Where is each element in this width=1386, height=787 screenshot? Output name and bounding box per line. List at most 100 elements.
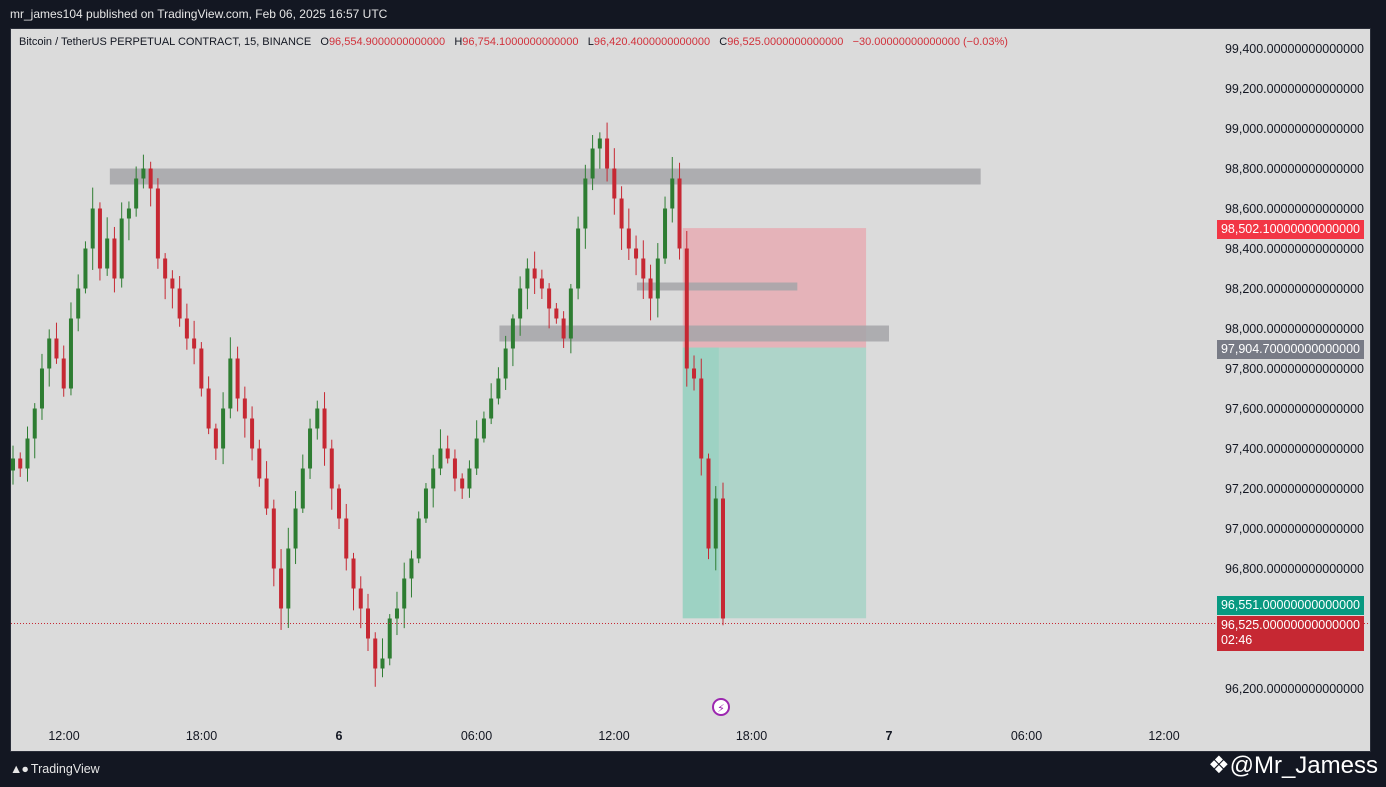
candle-body (90, 208, 95, 249)
candle-body (228, 358, 233, 409)
candle-body (684, 248, 689, 369)
candle-body (503, 348, 508, 379)
target-price-tag: 96,551.00000000000000 (1216, 596, 1364, 615)
candle-body (583, 178, 588, 229)
candle-body (394, 608, 399, 619)
candle-body (235, 358, 240, 399)
footer: ▲● TradingView ❖@Mr_Jamess (0, 752, 1386, 787)
time-tick: 12:00 (598, 729, 630, 743)
candle-body (279, 568, 284, 609)
candle-body (300, 468, 305, 509)
candle-body (126, 208, 131, 219)
lightning-icon[interactable]: ⚡ (712, 698, 730, 716)
candle-body (177, 288, 182, 319)
price-tick: 98,600.00000000000000 (1224, 201, 1364, 216)
candle-body (713, 498, 718, 549)
candle-body (47, 338, 52, 369)
candle-body (619, 198, 624, 229)
legend-open: 96,554.9000000000000 (328, 36, 446, 48)
symbol-legend: Bitcoin / TetherUS PERPETUAL CONTRACT, 1… (19, 36, 1008, 48)
price-tick: 97,000.00000000000000 (1224, 521, 1364, 536)
candle-body (532, 268, 537, 279)
price-tick: 99,200.00000000000000 (1224, 81, 1364, 96)
candle-body (286, 548, 291, 609)
candle-body (83, 248, 88, 289)
price-tick: 98,800.00000000000000 (1224, 161, 1364, 176)
candle-body (373, 638, 378, 669)
publish-header: mr_james104 published on TradingView.com… (0, 0, 1386, 28)
candle-body (496, 378, 501, 399)
legend-low: 96,420.4000000000000 (593, 36, 711, 48)
candle-body (474, 438, 479, 469)
price-tick: 98,400.00000000000000 (1224, 241, 1364, 256)
candle-body (18, 458, 23, 469)
candle-body (11, 458, 15, 471)
candle-body (655, 258, 660, 299)
candle-body (648, 278, 653, 299)
candle-body (641, 258, 646, 279)
candle-body (308, 428, 313, 469)
candle-body (452, 458, 457, 479)
legend-change: −30.00000000000000 (−0.03%) (852, 36, 1008, 48)
candle-body (597, 138, 602, 149)
level-zone-0 (109, 168, 981, 185)
candle-body (54, 338, 59, 359)
candle-body (337, 488, 342, 519)
candle-body (561, 318, 566, 339)
candle-body (39, 368, 44, 409)
tradingview-logo[interactable]: ▲● TradingView (10, 762, 100, 776)
candle-body (242, 398, 247, 419)
price-tick: 97,400.00000000000000 (1224, 441, 1364, 456)
time-tick: 7 (885, 729, 893, 743)
candle-body (250, 418, 255, 449)
price-chart[interactable] (11, 29, 1371, 752)
candle-body (576, 228, 581, 289)
price-tick: 96,200.00000000000000 (1224, 681, 1364, 696)
time-tick: 18:00 (185, 729, 218, 743)
candle-body (518, 288, 523, 319)
candle-body (163, 258, 168, 279)
brand-name: TradingView (30, 762, 100, 776)
candle-body (402, 578, 407, 609)
candle-body (148, 168, 153, 189)
candle-body (699, 378, 704, 459)
candle-body (663, 208, 668, 259)
legend-high: 96,754.1000000000000 (462, 36, 579, 48)
candle-body (264, 478, 269, 509)
candle-body (76, 288, 81, 319)
candle-body (25, 438, 30, 469)
legend-close: 96,525.0000000000000 (727, 36, 844, 48)
candle-body (568, 288, 573, 339)
candle-body (206, 388, 211, 429)
last-price-value: 96,525.00000000000000 (1220, 618, 1360, 632)
time-tick: 18:00 (735, 729, 768, 743)
author-handle: ❖@Mr_Jamess (1208, 752, 1378, 779)
entry-price-tag: 97,904.70000000000000 (1216, 340, 1364, 359)
candle-body (380, 658, 385, 669)
candle-body (706, 458, 711, 549)
candle-body (525, 268, 530, 289)
candle-body (32, 408, 37, 439)
time-tick: 06:00 (1010, 729, 1043, 743)
candle-body (293, 508, 298, 549)
candle-body (344, 518, 349, 559)
candle-body (634, 248, 639, 259)
time-tick: 06:00 (460, 729, 493, 743)
candle-body (387, 618, 392, 659)
price-tick: 97,800.00000000000000 (1224, 361, 1364, 376)
candle-body (141, 168, 146, 179)
candle-body (315, 408, 320, 429)
candle-body (322, 408, 327, 449)
time-tick: 12:00 (1148, 729, 1180, 743)
candle-body (358, 588, 363, 609)
candle-body (554, 308, 559, 319)
legend-low-label: L (587, 36, 594, 48)
chart-pane[interactable]: Bitcoin / TetherUS PERPETUAL CONTRACT, 1… (10, 28, 1371, 752)
candle-body (445, 448, 450, 459)
price-tick: 98,000.00000000000000 (1224, 321, 1364, 336)
candle-body (170, 278, 175, 289)
candle-body (431, 468, 436, 489)
candle-body (351, 558, 356, 589)
bar-countdown: 02:46 (1220, 633, 1253, 647)
candle-body (134, 178, 139, 209)
